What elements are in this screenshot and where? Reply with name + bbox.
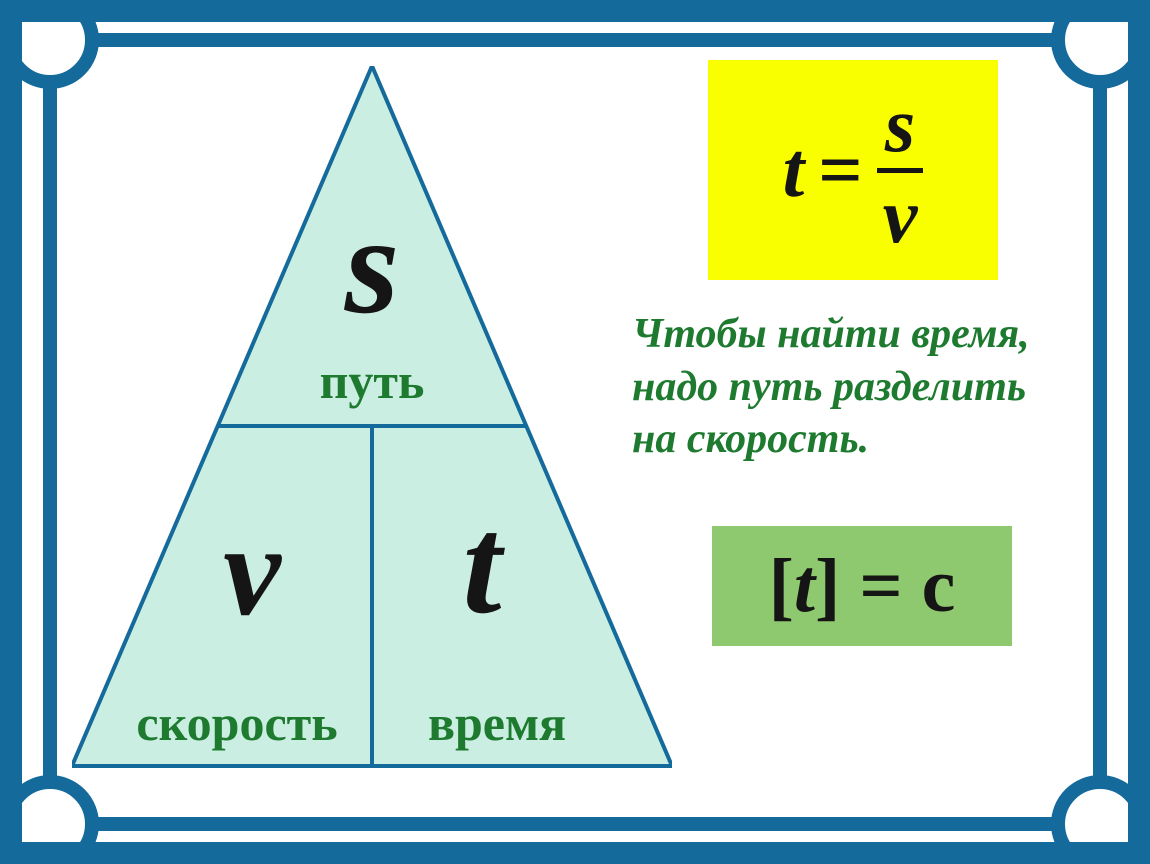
units-bracket-open: [ (769, 544, 794, 628)
units-var: t (794, 544, 815, 628)
triangle-top-label: путь (262, 356, 482, 406)
units-eq: = (840, 544, 921, 628)
content-area: s путь v скорость t время t = s v Чтобы … (72, 56, 1078, 808)
triangle-left-symbol: v (162, 506, 342, 636)
units-bracket-close: ] (815, 544, 840, 628)
svt-triangle-svg (72, 66, 672, 786)
formula-time: t = s v (708, 60, 998, 280)
triangle-left-label: скорость (102, 698, 372, 748)
triangle-right-symbol: t (402, 496, 562, 636)
slide-root: s путь v скорость t время t = s v Чтобы … (0, 0, 1150, 864)
explanation-text: Чтобы найти время, надо путь разделить н… (632, 308, 1092, 466)
svt-triangle: s путь v скорость t время (72, 66, 672, 786)
formula-time-fraction: s v (877, 84, 924, 257)
explanation-line-2: надо путь разделить (632, 361, 1092, 414)
explanation-line-3: на скорость. (632, 413, 1092, 466)
formula-units: [t] = с (712, 526, 1012, 646)
triangle-top-symbol: s (272, 196, 472, 336)
formula-time-numerator: s (879, 84, 921, 166)
formula-time-denominator: v (877, 175, 924, 257)
explanation-line-1: Чтобы найти время, (632, 308, 1092, 361)
units-rhs: с (922, 544, 956, 628)
formula-time-lhs: t (783, 125, 805, 215)
formula-time-eq: = (818, 125, 862, 215)
triangle-right-label: время (382, 698, 612, 748)
